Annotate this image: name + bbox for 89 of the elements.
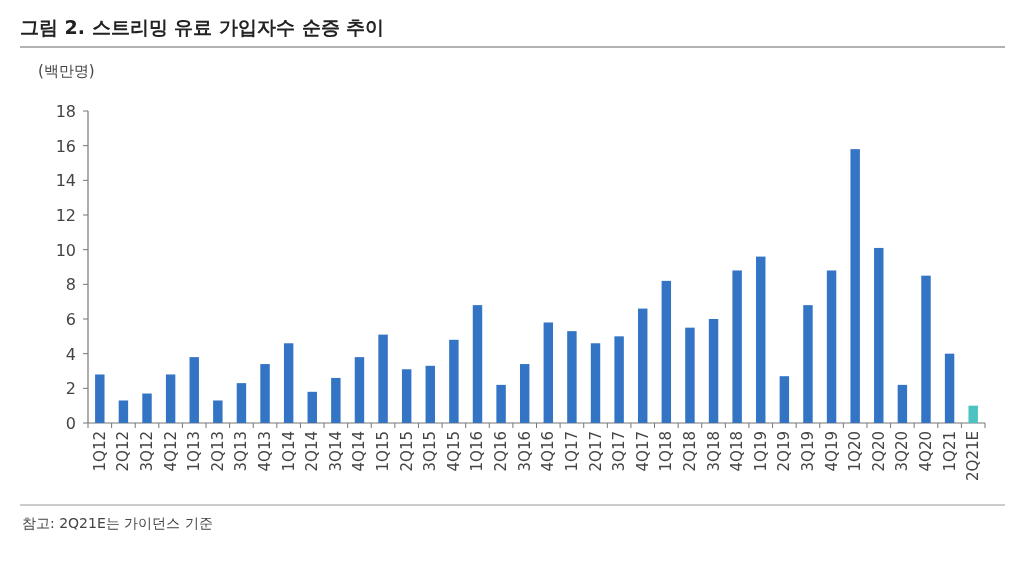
y-tick-label: 0 [65, 414, 76, 433]
x-tick-label: 2Q21E [964, 431, 983, 481]
y-tick-label: 8 [65, 275, 76, 295]
bar [874, 247, 884, 423]
x-tick-label: 3Q13 [232, 431, 251, 472]
x-tick-label: 1Q12 [90, 431, 109, 472]
bar [708, 319, 719, 423]
y-axis-title: (백만명) [38, 62, 95, 80]
bar [378, 334, 388, 423]
bar [307, 391, 317, 423]
bar [779, 376, 790, 423]
x-tick-label: 2Q18 [680, 431, 699, 472]
bar [260, 364, 270, 423]
x-tick-label: 3Q16 [515, 431, 534, 472]
bar [590, 343, 601, 423]
bar [142, 393, 152, 423]
bar [213, 400, 223, 423]
bar [95, 374, 105, 423]
y-tick-label: 2 [65, 379, 76, 399]
bar [354, 357, 365, 423]
bar [236, 383, 247, 423]
x-tick-label: 4Q14 [350, 431, 369, 472]
y-tick-label: 14 [55, 171, 76, 191]
x-tick-label: 4Q19 [822, 431, 841, 472]
x-tick-label: 4Q15 [444, 431, 463, 472]
bar [472, 305, 483, 423]
x-tick-label: 1Q18 [657, 431, 676, 472]
y-tick-label: 12 [55, 206, 76, 225]
x-tick-label: 1Q20 [846, 431, 865, 472]
x-tick-label: 2Q20 [869, 431, 888, 472]
bar [519, 364, 530, 423]
x-tick-label: 4Q20 [916, 431, 935, 472]
x-tick-label: 1Q19 [751, 431, 770, 472]
bar [165, 374, 176, 423]
x-tick-label: 2Q15 [397, 431, 416, 472]
bar [614, 336, 624, 423]
x-tick-label: 2Q13 [208, 431, 227, 472]
bar [685, 327, 695, 423]
y-tick-label: 18 [55, 102, 76, 121]
x-tick-label: 4Q18 [728, 431, 747, 472]
x-tick-label: 2Q14 [303, 431, 322, 472]
x-tick-label: 1Q17 [562, 431, 581, 472]
x-tick-label: 1Q15 [374, 431, 393, 472]
x-tick-label: 3Q12 [138, 431, 157, 472]
bar [401, 369, 412, 423]
x-tick-label: 3Q19 [798, 431, 817, 472]
bar [118, 400, 129, 423]
x-tick-label: 3Q17 [610, 431, 629, 472]
bar [638, 308, 648, 423]
text: 참고: 2Q21E는 가이던스 기준 [22, 515, 213, 531]
chart-title: 그림 2. 스트리밍 유료 가입자수 순증 추이 [20, 16, 385, 38]
x-tick-label: 3Q20 [893, 431, 912, 472]
bar [850, 149, 860, 423]
bar [496, 384, 506, 423]
x-tick-label: 2Q12 [114, 431, 133, 472]
bar [826, 270, 837, 423]
bar [921, 275, 931, 423]
x-tick-label: 2Q17 [586, 431, 605, 472]
x-tick-label: 1Q16 [468, 431, 487, 472]
bar [449, 339, 459, 423]
x-tick-label: 4Q12 [161, 431, 180, 472]
x-tick-label: 2Q19 [775, 431, 794, 472]
x-tick-label: 1Q21 [940, 431, 959, 472]
bar [189, 357, 199, 423]
bar [756, 256, 766, 423]
x-tick-label: 4Q13 [256, 431, 275, 472]
bar [732, 270, 742, 423]
bar [897, 384, 908, 423]
x-tick-label: 3Q14 [326, 431, 345, 472]
x-tick-label: 3Q15 [421, 431, 440, 472]
bar [567, 331, 577, 423]
y-tick-label: 10 [55, 240, 76, 260]
x-tick-label: 4Q17 [633, 431, 652, 472]
bar [968, 405, 978, 423]
bar [425, 365, 435, 423]
x-tick-label: 4Q16 [539, 431, 558, 472]
bar [944, 353, 955, 423]
x-tick-label: 2Q16 [492, 431, 511, 472]
bar [661, 280, 672, 423]
bar [331, 377, 341, 423]
bar [543, 322, 554, 423]
y-tick-label: 6 [65, 310, 76, 329]
x-tick-label: 1Q13 [185, 431, 204, 472]
y-tick-label: 16 [55, 136, 76, 156]
x-tick-label: 1Q14 [279, 431, 298, 472]
bar [283, 343, 294, 423]
bar [803, 305, 813, 423]
x-tick-label: 3Q18 [704, 431, 723, 472]
y-tick-label: 4 [65, 344, 76, 364]
